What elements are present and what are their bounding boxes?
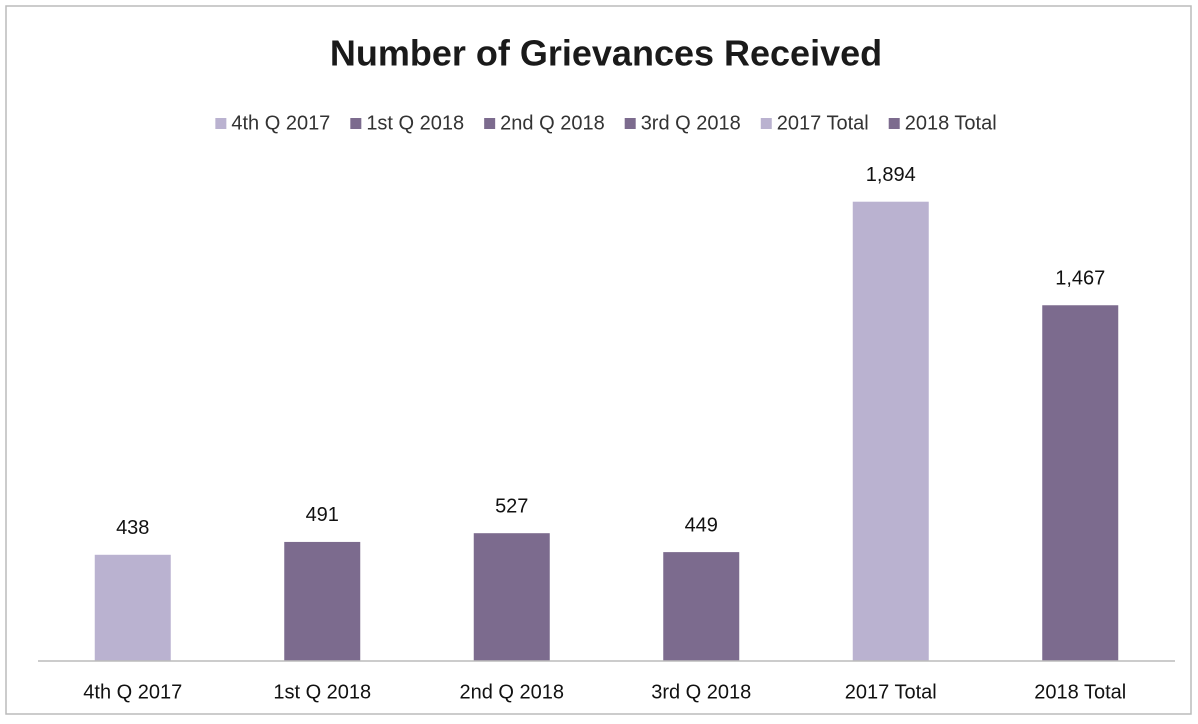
- legend-label: 1st Q 2018: [366, 112, 464, 134]
- bar: [1042, 305, 1119, 661]
- bar: [852, 201, 929, 661]
- value-label: 438: [116, 517, 149, 539]
- legend-swatch: [350, 118, 362, 129]
- bar: [94, 554, 171, 661]
- value-label: 449: [685, 514, 718, 536]
- legend-label: 3rd Q 2018: [641, 112, 741, 134]
- value-label: 491: [306, 504, 339, 526]
- value-label: 1,467: [1055, 268, 1105, 290]
- chart-title: Number of Grievances Received: [330, 33, 882, 74]
- legend-swatch: [760, 118, 772, 129]
- x-tick-label: 2nd Q 2018: [459, 681, 564, 703]
- legend-swatch: [484, 118, 496, 129]
- x-tick-label: 1st Q 2018: [273, 681, 371, 703]
- legend-swatch: [888, 118, 900, 129]
- legend-swatch: [624, 118, 636, 129]
- legend-label: 4th Q 2017: [231, 112, 330, 134]
- bar: [284, 541, 361, 661]
- chart-frame: [5, 5, 1192, 715]
- legend-label: 2nd Q 2018: [500, 112, 605, 134]
- bar: [473, 533, 550, 661]
- value-label: 1,894: [866, 164, 916, 186]
- legend-label: 2017 Total: [777, 112, 869, 134]
- legend-swatch: [215, 118, 227, 129]
- bar: [663, 552, 740, 661]
- x-tick-label: 3rd Q 2018: [651, 681, 751, 703]
- value-label: 527: [495, 495, 528, 517]
- x-tick-label: 4th Q 2017: [83, 681, 182, 703]
- x-tick-label: 2018 Total: [1034, 681, 1126, 703]
- legend-label: 2018 Total: [905, 112, 997, 134]
- x-tick-label: 2017 Total: [845, 681, 937, 703]
